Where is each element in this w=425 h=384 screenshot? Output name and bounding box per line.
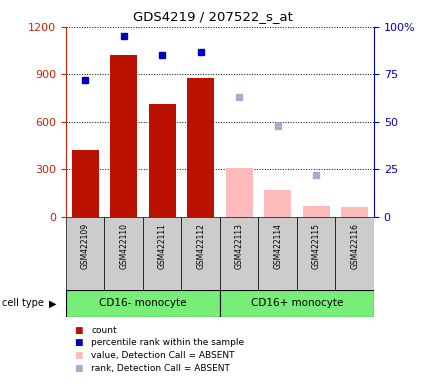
Bar [264,190,291,217]
Bar [335,217,374,290]
Bar [181,217,220,290]
Bar [187,78,214,217]
Text: ■: ■ [74,338,83,348]
Text: ■: ■ [74,326,83,335]
Bar [143,217,181,290]
Bar [297,217,335,290]
Text: CD16- monocyte: CD16- monocyte [99,298,187,308]
Text: GSM422114: GSM422114 [273,223,282,269]
Text: GSM422111: GSM422111 [158,223,167,269]
Text: GSM422115: GSM422115 [312,223,321,269]
Text: cell type: cell type [2,298,44,308]
Bar [149,104,176,217]
Bar [220,217,258,290]
Text: GSM422116: GSM422116 [350,223,359,269]
Bar [341,207,368,217]
Bar [220,290,374,317]
Bar [110,55,137,217]
Text: GSM422113: GSM422113 [235,223,244,269]
Text: value, Detection Call = ABSENT: value, Detection Call = ABSENT [91,351,235,360]
Text: GDS4219 / 207522_s_at: GDS4219 / 207522_s_at [133,10,292,23]
Text: CD16+ monocyte: CD16+ monocyte [251,298,343,308]
Text: ▶: ▶ [49,298,57,308]
Bar [105,217,143,290]
Bar [226,168,253,217]
Bar [258,217,297,290]
Bar [66,290,220,317]
Text: ■: ■ [74,364,83,373]
Bar [66,217,105,290]
Text: count: count [91,326,117,335]
Text: GSM422112: GSM422112 [196,223,205,269]
Text: rank, Detection Call = ABSENT: rank, Detection Call = ABSENT [91,364,230,373]
Text: GSM422110: GSM422110 [119,223,128,269]
Text: percentile rank within the sample: percentile rank within the sample [91,338,244,348]
Text: ■: ■ [74,351,83,360]
Bar [72,151,99,217]
Text: GSM422109: GSM422109 [81,223,90,269]
Bar [303,206,330,217]
